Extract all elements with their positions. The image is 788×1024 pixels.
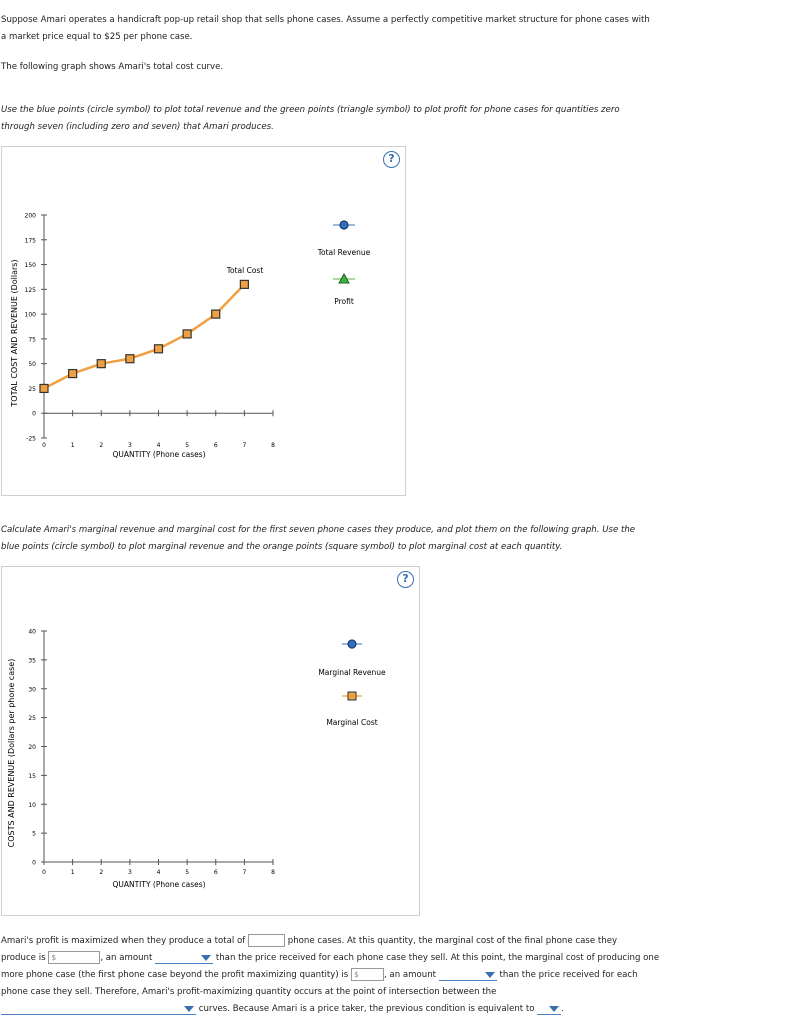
y-tick-label: 35 bbox=[28, 657, 36, 664]
marginal-chart: COSTS AND REVENUE (Dollars per phone cas… bbox=[7, 629, 386, 890]
x-axis-label: QUANTITY (Phone cases) bbox=[112, 450, 205, 459]
y-tick-label: 10 bbox=[28, 802, 36, 809]
question-text-10: curves. Because Amari is a price taker, … bbox=[198, 1004, 535, 1014]
instruction-paragraph-1: Use the blue points (circle symbol) to p… bbox=[1, 105, 620, 115]
condition-dropdown[interactable] bbox=[537, 1003, 562, 1015]
x-tick-label: 1 bbox=[71, 442, 75, 449]
y-tick-label: 5 bbox=[32, 831, 36, 838]
legend-marginal-revenue-label: Marginal Revenue bbox=[318, 668, 386, 677]
help-icon[interactable]: ? bbox=[383, 151, 400, 168]
comparison-dropdown-1[interactable] bbox=[155, 952, 214, 964]
curves-dropdown[interactable] bbox=[1, 1003, 196, 1015]
legend-marginal-cost-label: Marginal Cost bbox=[326, 718, 377, 727]
question-text-7: , an amount bbox=[383, 970, 437, 980]
quantity-input[interactable] bbox=[248, 934, 285, 947]
period: . bbox=[561, 1004, 564, 1014]
y-tick-label: 175 bbox=[25, 237, 37, 244]
total-cost-label: Total Cost bbox=[226, 266, 264, 275]
intro-paragraph-1b: a market price equal to $25 per phone ca… bbox=[1, 32, 193, 42]
x-tick-label: 3 bbox=[128, 442, 132, 449]
y-tick-label: 75 bbox=[28, 336, 36, 343]
instruction-paragraph-1b: through seven (including zero and seven)… bbox=[1, 122, 274, 132]
total-cost-point bbox=[125, 354, 135, 364]
y-tick-label: 20 bbox=[28, 744, 36, 751]
x-tick-label: 6 bbox=[214, 442, 218, 449]
x-tick-label: 4 bbox=[157, 869, 161, 876]
y-tick-label: 25 bbox=[28, 386, 36, 393]
y-tick-label: 200 bbox=[25, 213, 37, 220]
question-text-5: than the price received for each phone c… bbox=[215, 953, 660, 963]
x-tick-label: 3 bbox=[128, 869, 132, 876]
x-tick-label: 8 bbox=[271, 442, 275, 449]
x-tick-label: 2 bbox=[99, 869, 103, 876]
legend-profit-label: Profit bbox=[334, 297, 354, 306]
chevron-down-icon bbox=[484, 971, 495, 978]
total-cost-point bbox=[182, 329, 192, 339]
legend-total-revenue-label: Total Revenue bbox=[317, 248, 371, 257]
question-text-1: Amari's profit is maximized when they pr… bbox=[1, 936, 246, 946]
total-cost-chart: TOTAL COST AND REVENUE (Dollars) QUANTIT… bbox=[10, 213, 371, 460]
y-tick-label: -25 bbox=[26, 436, 36, 443]
x-tick-label: 6 bbox=[214, 869, 218, 876]
total-cost-point bbox=[68, 368, 78, 379]
y-tick-label: 125 bbox=[25, 287, 37, 294]
question-text-6: more phone case (the first phone case be… bbox=[1, 970, 349, 980]
x-axis-label: QUANTITY (Phone cases) bbox=[112, 880, 205, 889]
y-tick-label: 40 bbox=[28, 629, 36, 636]
legend-marginal-revenue-tool[interactable] bbox=[342, 639, 362, 649]
intro-paragraph-2: The following graph shows Amari's total … bbox=[1, 62, 224, 72]
y-axis-label: COSTS AND REVENUE (Dollars per phone cas… bbox=[7, 659, 16, 848]
y-tick-label: 0 bbox=[32, 411, 36, 418]
marginal-graph-panel: ? COSTS AND REVENUE (Dollars per phone c… bbox=[1, 566, 420, 916]
question-line-3: more phone case (the first phone case be… bbox=[1, 967, 638, 984]
question-line-2: produce is $, an amount than the price r… bbox=[1, 950, 659, 967]
chevron-down-icon bbox=[201, 954, 212, 961]
x-tick-label: 7 bbox=[242, 442, 246, 449]
x-tick-label: 5 bbox=[185, 869, 189, 876]
question-line-5: curves. Because Amari is a price taker, … bbox=[1, 1001, 564, 1018]
question-text-9: phone case they sell. Therefore, Amari's… bbox=[1, 987, 497, 997]
marginal-cost-input[interactable]: $ bbox=[48, 951, 101, 964]
y-tick-label: 0 bbox=[32, 860, 36, 867]
instruction-paragraph-2: Calculate Amari's marginal revenue and m… bbox=[1, 525, 636, 535]
y-tick-label: 50 bbox=[28, 361, 36, 368]
question-text-3: produce is bbox=[1, 953, 46, 963]
total-cost-point bbox=[211, 309, 221, 319]
y-tick-label: 150 bbox=[25, 262, 37, 269]
y-axis-label: TOTAL COST AND REVENUE (Dollars) bbox=[10, 259, 19, 407]
y-tick-label: 25 bbox=[28, 715, 36, 722]
x-tick-label: 1 bbox=[71, 869, 75, 876]
y-tick-label: 100 bbox=[25, 312, 37, 319]
total-cost-graph-panel: ? TOTAL COST AND REVENUE (Dollars) QUANT… bbox=[1, 146, 406, 496]
question-text-2: phone cases. At this quantity, the margi… bbox=[287, 936, 618, 946]
total-cost-point bbox=[96, 359, 106, 369]
x-tick-label: 8 bbox=[271, 869, 275, 876]
x-tick-label: 0 bbox=[42, 442, 46, 449]
x-tick-label: 7 bbox=[242, 869, 246, 876]
total-cost-line bbox=[43, 283, 246, 390]
question-line-1: Amari's profit is maximized when they pr… bbox=[1, 933, 617, 950]
x-tick-label: 2 bbox=[99, 442, 103, 449]
total-cost-point bbox=[39, 383, 49, 394]
x-tick-label: 4 bbox=[157, 442, 161, 449]
legend-profit-tool[interactable] bbox=[333, 272, 355, 284]
legend-marginal-cost-tool[interactable] bbox=[342, 691, 362, 701]
comparison-dropdown-2[interactable] bbox=[438, 969, 497, 981]
next-marginal-cost-input[interactable]: $ bbox=[350, 968, 384, 981]
chevron-down-icon bbox=[549, 1005, 560, 1012]
x-tick-label: 0 bbox=[42, 869, 46, 876]
y-tick-label: 15 bbox=[28, 773, 36, 780]
x-tick-label: 5 bbox=[185, 442, 189, 449]
question-line-4: phone case they sell. Therefore, Amari's… bbox=[1, 984, 496, 1001]
question-text-8: than the price received for each bbox=[499, 970, 638, 980]
legend-total-revenue-tool[interactable] bbox=[333, 220, 355, 230]
total-cost-point bbox=[153, 344, 164, 354]
chevron-down-icon bbox=[184, 1005, 194, 1012]
help-icon[interactable]: ? bbox=[397, 571, 414, 588]
total-cost-point bbox=[239, 279, 249, 289]
y-tick-label: 30 bbox=[28, 686, 36, 693]
question-text-4: , an amount bbox=[100, 953, 153, 963]
instruction-paragraph-2b: blue points (circle symbol) to plot marg… bbox=[1, 542, 563, 552]
intro-paragraph-1: Suppose Amari operates a handicraft pop-… bbox=[1, 15, 650, 25]
